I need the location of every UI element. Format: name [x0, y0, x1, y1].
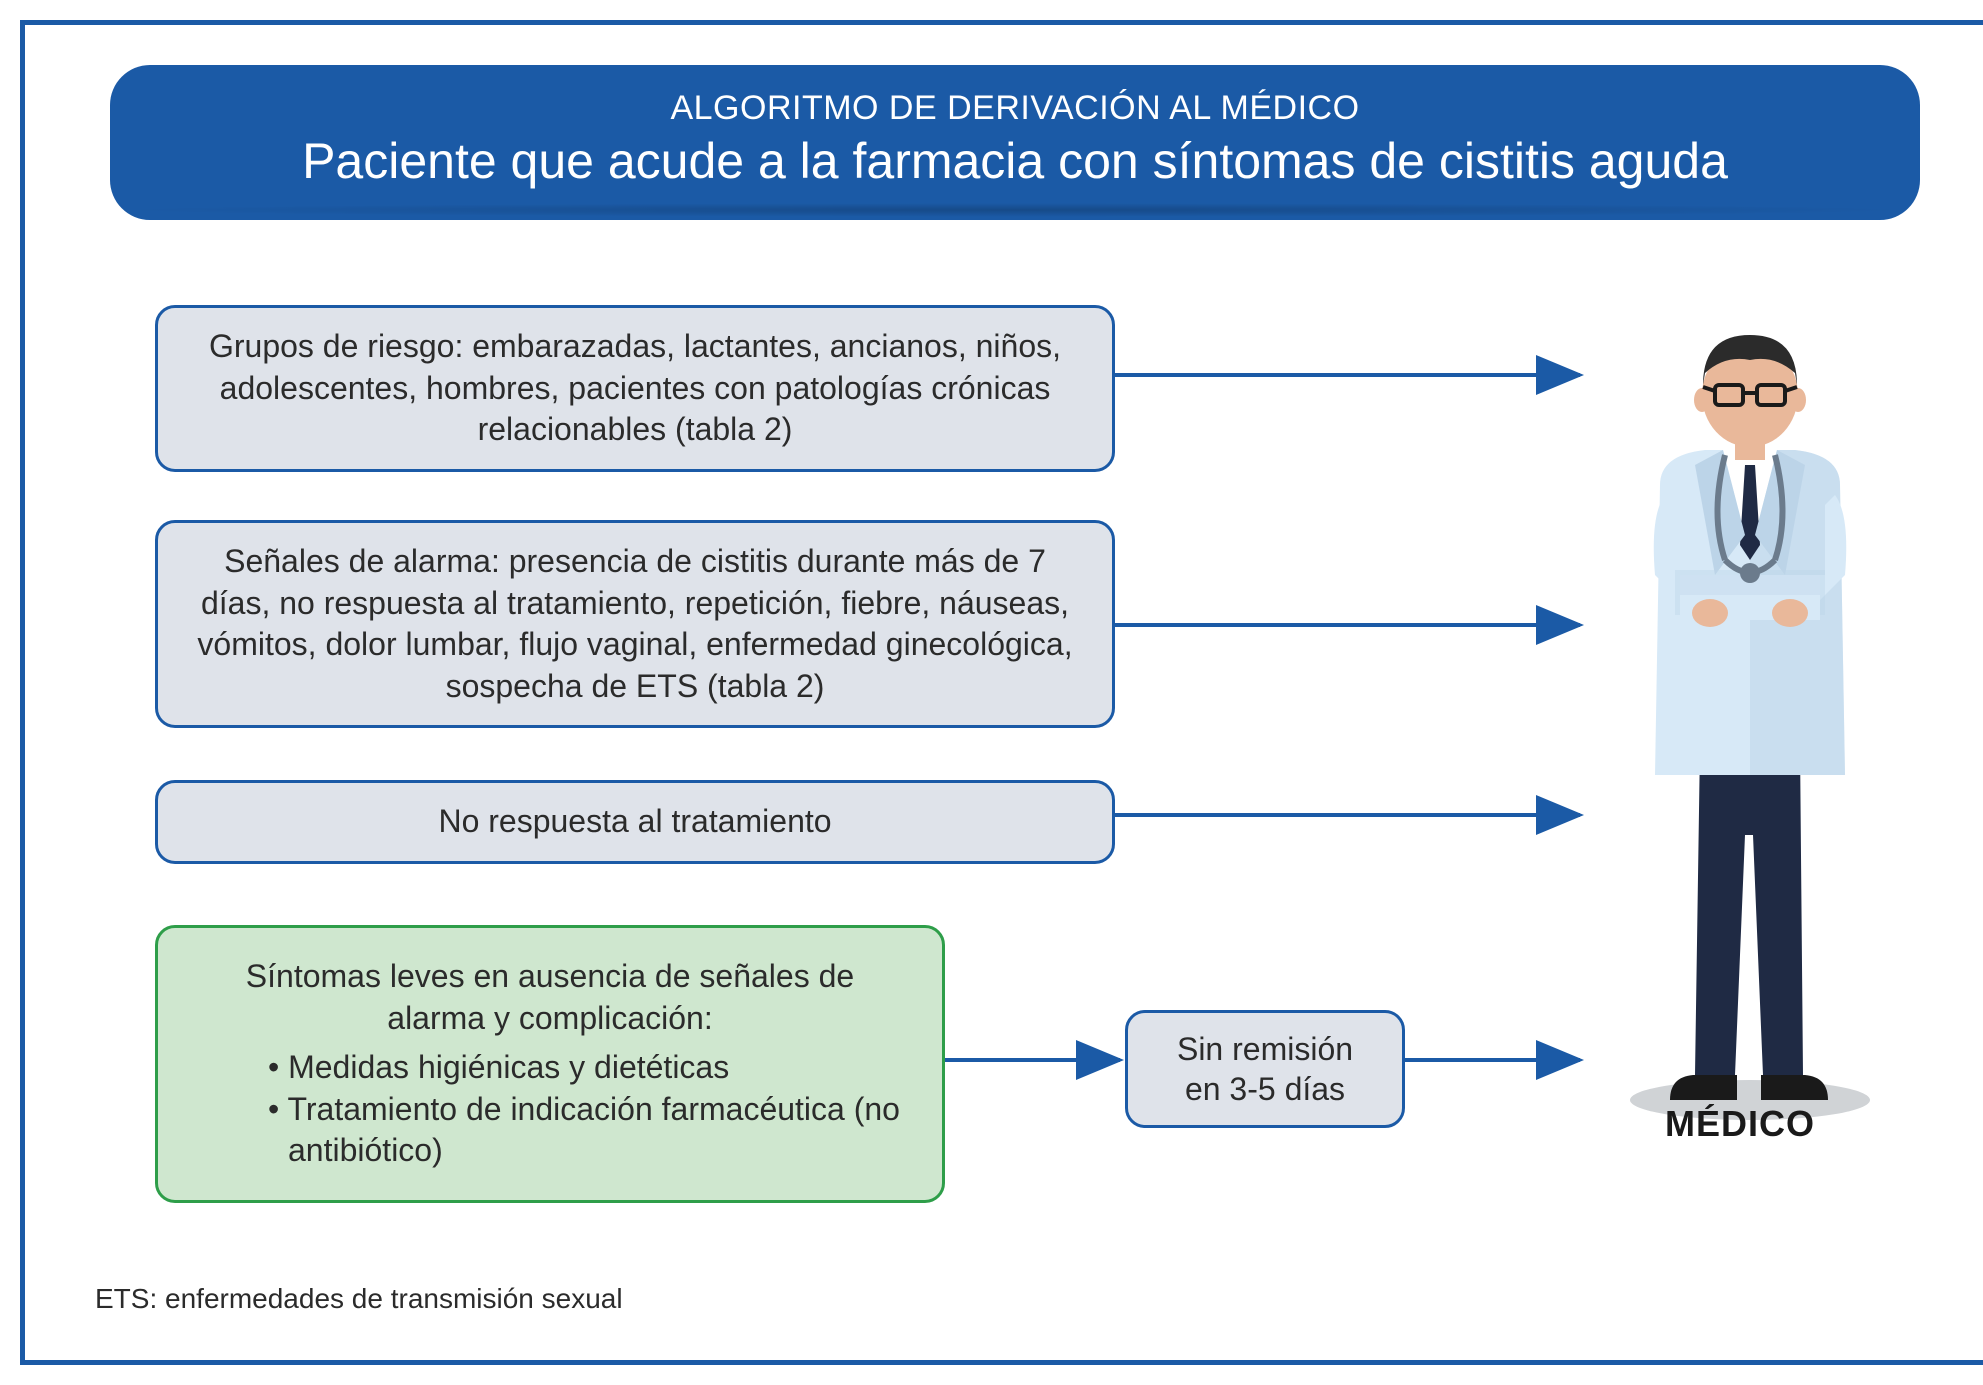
doctor-icon	[1595, 315, 1905, 1135]
doctor-label: MÉDICO	[1665, 1103, 1815, 1145]
footnote: ETS: enfermedades de transmisión sexual	[95, 1283, 623, 1315]
diagram-frame: ALGORITMO DE DERIVACIÓN AL MÉDICO Pacien…	[20, 20, 1983, 1365]
